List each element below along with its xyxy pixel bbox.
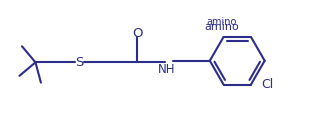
Text: amino: amino: [204, 22, 239, 32]
Text: Cl: Cl: [261, 78, 274, 91]
Text: NH: NH: [157, 63, 175, 76]
Text: O: O: [132, 27, 142, 40]
Text: amino: amino: [207, 17, 237, 27]
Text: S: S: [75, 56, 83, 69]
